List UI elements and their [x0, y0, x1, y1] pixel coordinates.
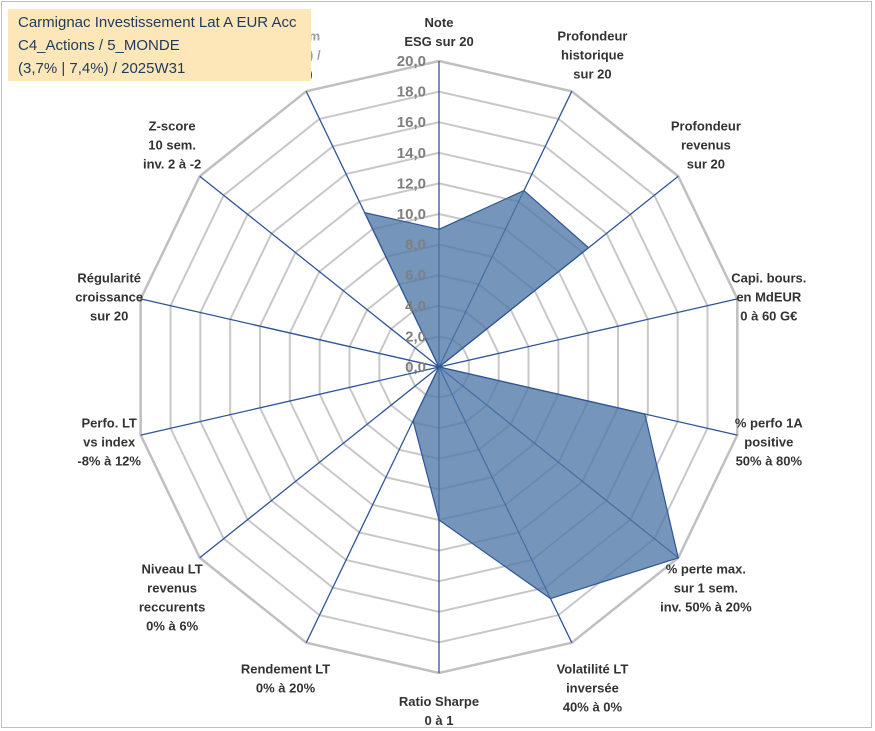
tick-label: 2,0 — [405, 328, 426, 345]
tick-label: 0,0 — [405, 359, 426, 376]
axis-label: 0 à 1 — [425, 713, 454, 728]
axis-label: positive — [744, 435, 793, 450]
axis-label: inv. 2 à -2 — [143, 157, 201, 172]
tick-label: 14,0 — [397, 145, 426, 162]
axis-label: 0% à 20% — [256, 681, 316, 696]
axis-spoke — [438, 298, 738, 368]
axis-label: Perfo. LT — [81, 416, 136, 431]
chart-title-line-1: Carmignac Investissement Lat A EUR Acc — [18, 14, 297, 31]
axis-spoke — [140, 366, 440, 436]
axis-label: sur 1 sem. — [674, 580, 738, 595]
chart-title-line-3: (3,7% | 7,4%) / 2025W31 — [18, 60, 186, 77]
axis-label: -8% à 12% — [77, 454, 141, 469]
axis-label: ESG sur 20 — [404, 34, 473, 49]
radar-series — [252, 189, 679, 600]
axis-label: 10 sem. — [148, 138, 196, 153]
axis-label: vs index — [83, 435, 136, 450]
tick-label: 8,0 — [405, 237, 426, 254]
axis-label: revenus — [681, 138, 731, 153]
axis-label: Régularité — [77, 270, 141, 285]
series-area — [252, 189, 679, 600]
axis-label: % perte max. — [666, 561, 746, 576]
axis-label: Ratio Sharpe — [399, 694, 479, 709]
axis-label: 0 à 60 G€ — [740, 308, 797, 323]
chart-title-box: Carmignac Investissement Lat A EUR Acc C… — [8, 9, 311, 81]
axis-label: reccurents — [139, 599, 205, 614]
axis-label: Capi. bours. — [731, 270, 806, 285]
axis-spoke — [199, 175, 440, 368]
axis-label: sur 20 — [687, 157, 725, 172]
axis-label: Volatilité LT — [557, 662, 629, 677]
axis-label: sur 20 — [573, 66, 611, 81]
axis-label: Profondeur — [671, 119, 741, 134]
tick-label: 10,0 — [397, 206, 426, 223]
axis-label: 40% à 0% — [563, 700, 623, 715]
tick-labels: 0,0 2,0 4,0 6,0 8,0 10,0 12,0 14,0 16,0 18,0 20,0 — [397, 53, 426, 376]
axis-label: Note — [425, 15, 454, 30]
axis-label: revenus — [147, 580, 197, 595]
axis-label: 50% à 80% — [736, 454, 803, 469]
tick-label: 4,0 — [405, 298, 426, 315]
tick-label: 20,0 — [397, 53, 426, 70]
chart-title-line-2: C4_Actions / 5_MONDE — [18, 37, 180, 54]
axis-label: croissance — [75, 289, 143, 304]
tick-label: 6,0 — [405, 267, 426, 284]
axis-label: Z-score — [149, 119, 196, 134]
axis-label: en MdEUR — [736, 289, 802, 304]
axis-label: Rendement LT — [241, 662, 330, 677]
axis-label: inversée — [566, 681, 619, 696]
axis-label: historique — [561, 47, 624, 62]
axis-label: % perfo 1A — [735, 416, 804, 431]
axis-spoke — [199, 366, 440, 559]
axis-label: sur 20 — [90, 308, 128, 323]
axis-label: 0% à 6% — [146, 618, 198, 633]
axis-label: Profondeur — [557, 28, 627, 43]
tick-label: 18,0 — [397, 84, 426, 101]
tick-label: 12,0 — [397, 175, 426, 192]
tick-label: 16,0 — [397, 114, 426, 131]
axis-label: Niveau LT — [142, 561, 203, 576]
axis-label: inv. 50% à 20% — [660, 599, 752, 614]
